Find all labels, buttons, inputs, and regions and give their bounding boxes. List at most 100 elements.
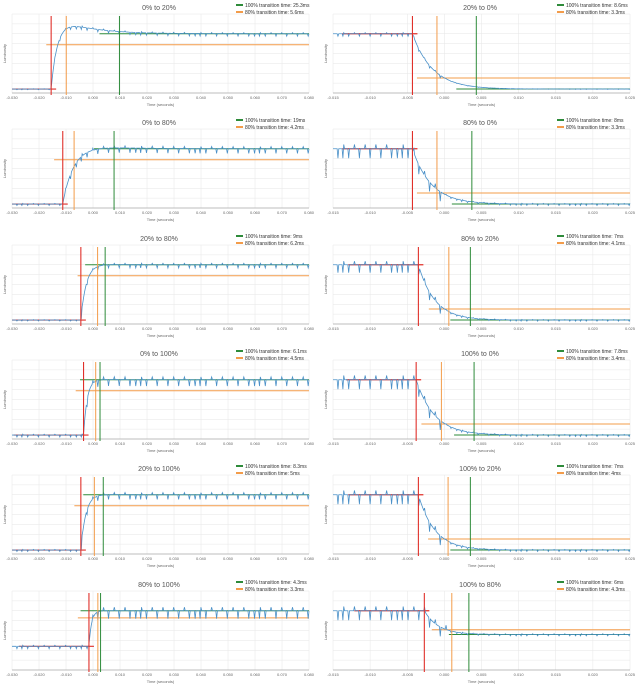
x-axis-label: Time (seconds)	[468, 217, 496, 222]
x-tick-label: 0.070	[277, 672, 288, 677]
legend-entry-100: 100% transition time: 6ms	[566, 579, 624, 585]
legend-entry-100: 100% transition time: 6.1ms	[245, 349, 307, 355]
x-tick-label: 0.030	[169, 210, 180, 215]
luminosity-signal	[12, 145, 310, 207]
x-tick-label: 0.025	[625, 95, 636, 100]
x-tick-label: 0.020	[588, 95, 599, 100]
x-tick-label: 0.015	[551, 210, 562, 215]
x-tick-label: 0.020	[588, 441, 599, 446]
x-tick-label: 0.025	[625, 326, 636, 331]
legend-entry-100: 100% transition time: 7ms	[566, 464, 624, 470]
luminosity-signal	[333, 31, 631, 90]
x-tick-label: 0.020	[142, 326, 153, 331]
x-tick-label: 0.080	[304, 95, 315, 100]
y-axis-label: Luminosity	[2, 44, 7, 63]
x-tick-label: 0.030	[169, 95, 180, 100]
chart-svg: -0.015 -0.010 -0.005 0.000 0.005 0.010 0.015 0.…	[323, 349, 636, 453]
x-axis-label: Time (seconds)	[468, 102, 496, 107]
x-tick-label: 0.000	[439, 556, 450, 561]
x-axis-label: Time (seconds)	[147, 563, 175, 568]
chart-title: 100% to 20%	[459, 466, 501, 473]
chart-title: 20% to 0%	[463, 5, 497, 12]
transition-chart: -0.015 -0.010 -0.005 0.000 0.005 0.010 0.015 0.…	[321, 576, 640, 692]
x-tick-label: -0.015	[327, 326, 339, 331]
chart-title: 80% to 20%	[461, 236, 499, 243]
legend-entry-80: 80% transition time: 3.4ms	[566, 356, 625, 362]
y-axis-label: Luminosity	[323, 620, 328, 639]
x-tick-label: 0.060	[250, 326, 261, 331]
chart-svg: -0.015 -0.010 -0.005 0.000 0.005 0.010 0.015 0.…	[323, 3, 636, 107]
x-tick-label: 0.080	[304, 210, 315, 215]
legend-entry-100: 100% transition time: 9ms	[245, 233, 303, 239]
x-tick-label: 0.020	[588, 210, 599, 215]
y-axis-label: Luminosity	[2, 275, 7, 294]
x-tick-label: 0.030	[169, 556, 180, 561]
x-tick-label: 0.010	[115, 672, 126, 677]
transition-chart: -0.015 -0.010 -0.005 0.000 0.005 0.010 0.015 0.…	[321, 115, 640, 231]
x-tick-label: -0.020	[33, 441, 45, 446]
x-tick-label: 0.060	[250, 210, 261, 215]
x-tick-label: 0.020	[588, 556, 599, 561]
transition-chart: -0.030 -0.020 -0.010 0.000 0.010 0.020 0.030 0.…	[0, 461, 319, 577]
x-tick-label: 0.000	[439, 326, 450, 331]
luminosity-signal	[12, 375, 310, 439]
x-tick-label: 0.000	[439, 210, 450, 215]
chart-svg: -0.030 -0.020 -0.010 0.000 0.010 0.020 0.030 0.…	[2, 464, 315, 568]
x-tick-label: -0.010	[364, 95, 376, 100]
x-tick-label: 0.005	[476, 326, 487, 331]
legend-entry-100: 100% transition time: 8.3ms	[245, 464, 307, 470]
x-tick-label: 0.000	[88, 441, 99, 446]
x-tick-label: -0.005	[402, 95, 414, 100]
chart-svg: -0.030 -0.020 -0.010 0.000 0.010 0.020 0.030 0.…	[2, 3, 315, 107]
x-tick-label: -0.030	[6, 326, 18, 331]
x-tick-label: -0.010	[60, 210, 72, 215]
legend-entry-80: 80% transition time: 3.3ms	[566, 10, 625, 16]
x-tick-label: 0.060	[250, 95, 261, 100]
x-tick-label: 0.030	[169, 672, 180, 677]
x-tick-label: 0.040	[196, 326, 207, 331]
x-tick-label: -0.030	[6, 672, 18, 677]
y-axis-label: Luminosity	[2, 505, 7, 524]
x-tick-label: 0.000	[439, 672, 450, 677]
legend-entry-80: 80% transition time: 5ms	[245, 471, 300, 477]
legend-entry-80: 80% transition time: 4.5ms	[245, 356, 304, 362]
legend-entry-80: 80% transition time: 5.6ms	[245, 10, 304, 16]
x-axis-label: Time (seconds)	[468, 448, 496, 453]
x-tick-label: 0.060	[250, 441, 261, 446]
x-tick-label: -0.010	[364, 441, 376, 446]
x-tick-label: 0.070	[277, 326, 288, 331]
x-tick-label: 0.050	[223, 210, 234, 215]
x-tick-label: 0.040	[196, 556, 207, 561]
legend-entry-80: 80% transition time: 3.3ms	[566, 125, 625, 131]
x-tick-label: -0.010	[60, 326, 72, 331]
legend-entry-80: 80% transition time: 3.3ms	[245, 586, 304, 592]
x-tick-label: 0.010	[115, 326, 126, 331]
x-tick-label: 0.080	[304, 326, 315, 331]
y-axis-label: Luminosity	[323, 44, 328, 63]
x-tick-label: 0.030	[169, 326, 180, 331]
x-tick-label: 0.060	[250, 672, 261, 677]
x-tick-label: -0.020	[33, 95, 45, 100]
legend-entry-80: 80% transition time: 4.2ms	[245, 125, 304, 131]
y-axis-label: Luminosity	[323, 275, 328, 294]
x-tick-label: -0.020	[33, 556, 45, 561]
x-tick-label: -0.030	[6, 556, 18, 561]
luminosity-signal	[333, 144, 631, 207]
x-axis-label: Time (seconds)	[468, 679, 496, 684]
x-tick-label: 0.070	[277, 556, 288, 561]
x-tick-label: -0.015	[327, 556, 339, 561]
x-tick-label: 0.000	[439, 441, 450, 446]
luminosity-signal	[12, 606, 310, 650]
chart-title: 100% to 80%	[459, 582, 501, 589]
x-tick-label: 0.000	[88, 556, 99, 561]
x-tick-label: 0.025	[625, 210, 636, 215]
x-tick-label: 0.015	[551, 556, 562, 561]
x-tick-label: -0.020	[33, 672, 45, 677]
x-tick-label: 0.080	[304, 672, 315, 677]
chart-svg: -0.015 -0.010 -0.005 0.000 0.005 0.010 0.015 0.…	[323, 579, 636, 684]
x-tick-label: 0.050	[223, 672, 234, 677]
x-tick-label: 0.070	[277, 441, 288, 446]
x-tick-label: 0.050	[223, 441, 234, 446]
chart-title: 80% to 100%	[138, 582, 180, 589]
